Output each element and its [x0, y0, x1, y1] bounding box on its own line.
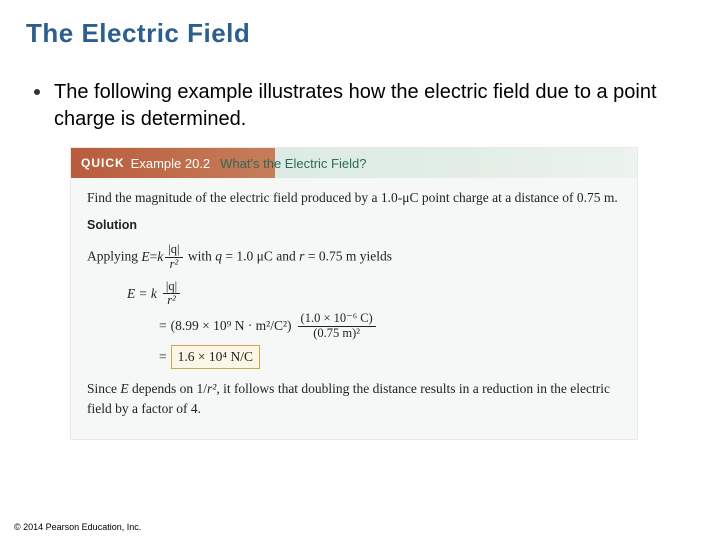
bullet-dot — [34, 89, 40, 95]
solution-label: Solution — [87, 216, 621, 235]
fraction-3: (1.0 × 10⁻⁶ C) (0.75 m)² — [298, 312, 376, 341]
example-number: Example 20.2 — [125, 156, 211, 171]
frac-num-2: |q| — [163, 280, 180, 295]
var-E: E — [141, 247, 149, 267]
page-title: The Electric Field — [0, 0, 720, 49]
prompt-dist: 0.75 m. — [577, 190, 618, 205]
formula-inline: E = k |q| r² — [141, 243, 184, 272]
bullet-row: The following example illustrates how th… — [34, 79, 680, 133]
k-const: (8.99 × 10⁹ N · m²/C²) — [171, 316, 292, 336]
eq-sign-6: = — [159, 347, 167, 367]
conclusion: Since E depends on 1/r², it follows that… — [87, 379, 621, 420]
bullet-block: The following example illustrates how th… — [0, 49, 720, 133]
example-header: QUICK Example 20.2 What's the Electric F… — [71, 148, 637, 178]
var-r2-2: r² — [207, 381, 216, 396]
fraction: |q| r² — [165, 243, 182, 272]
example-box: QUICK Example 20.2 What's the Electric F… — [70, 147, 638, 440]
eq-sign-5: = — [159, 316, 167, 336]
quick-label: QUICK — [71, 156, 125, 170]
frac-den: r² — [167, 258, 182, 272]
eq-line-2: = (8.99 × 10⁹ N · m²/C²) (1.0 × 10⁻⁶ C) … — [159, 312, 621, 341]
header-strip: QUICK Example 20.2 What's the Electric F… — [71, 148, 637, 178]
conc-dep: depends on 1/ — [129, 381, 207, 396]
var-E-2: E — [127, 284, 135, 304]
prompt-mid: point charge at a distance of — [419, 190, 577, 205]
example-question: What's the Electric Field? — [210, 156, 366, 171]
fraction-2: |q| r² — [163, 280, 180, 309]
r-value: 0.75 m — [319, 248, 357, 263]
var-q: q — [215, 248, 222, 263]
example-body: Find the magnitude of the electric field… — [71, 178, 637, 439]
frac-num: |q| — [165, 243, 182, 258]
prompt-text: Find the magnitude of the electric field… — [87, 188, 621, 208]
q-value: 1.0 μC — [236, 248, 273, 263]
and-word: and — [276, 248, 299, 263]
var-r: r — [299, 248, 304, 263]
var-k-2: k — [151, 284, 157, 304]
applying-line: Applying E = k |q| r² with q = 1.0 μC an… — [87, 243, 621, 272]
eq-sign-4: = — [139, 284, 147, 304]
applying-word: Applying — [87, 248, 141, 263]
eq-sign: = — [150, 247, 158, 267]
var-E-3: E — [120, 381, 128, 396]
var-k: k — [157, 247, 163, 267]
frac-num-3: (1.0 × 10⁻⁶ C) — [298, 312, 376, 327]
prompt-pre: Find the magnitude of the electric field… — [87, 190, 402, 205]
bullet-text: The following example illustrates how th… — [54, 79, 680, 133]
var-r2: r² — [170, 257, 179, 271]
eq-line-3: = 1.6 × 10⁴ N/C — [159, 345, 621, 369]
eq-sign-3: = — [308, 248, 319, 263]
prompt-unit: μC — [402, 190, 418, 205]
result-box: 1.6 × 10⁴ N/C — [171, 345, 260, 369]
eq-line-1: E = k |q| r² — [127, 280, 621, 309]
conc-pre: Since — [87, 381, 120, 396]
frac-den-2: r² — [164, 294, 179, 308]
frac-den-3: (0.75 m)² — [310, 327, 363, 341]
eq-sign-2: = — [225, 248, 236, 263]
yields-word: yields — [360, 248, 392, 263]
with-word: with — [188, 248, 215, 263]
copyright: © 2014 Pearson Education, Inc. — [14, 522, 141, 532]
